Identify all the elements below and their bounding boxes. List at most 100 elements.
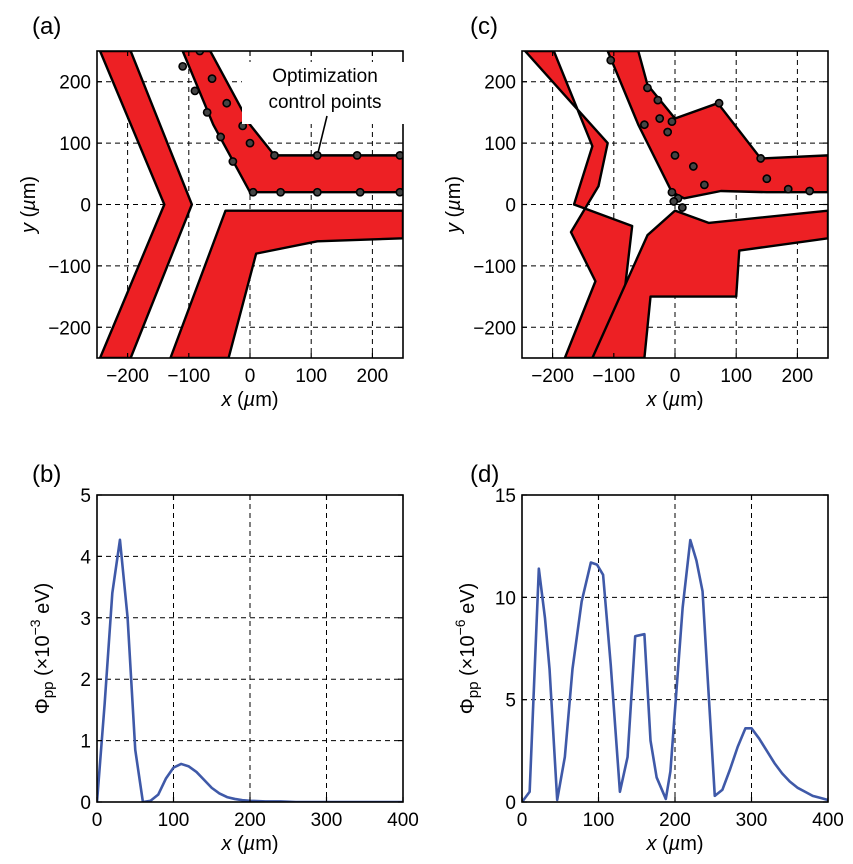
y-tick-label: 2 [80, 670, 91, 691]
y-axis-label: Φpp (×10−6 eV) [452, 583, 482, 714]
y-tick-label: −200 [48, 318, 91, 339]
y-axis-label: y (µm) [443, 176, 465, 235]
y-tick-label: 100 [484, 134, 516, 155]
y-tick-label: 200 [484, 73, 516, 94]
plot-content [522, 538, 828, 802]
x-tick-label: 300 [736, 810, 768, 831]
panel-label: (c) [470, 13, 498, 40]
electrode-shape [98, 51, 194, 358]
y-tick-label: 0 [80, 196, 91, 217]
plot-content [523, 51, 828, 358]
x-tick-label: 100 [295, 366, 327, 387]
control-point [355, 187, 365, 197]
control-point [688, 162, 698, 171]
y-tick-label: 10 [495, 588, 516, 609]
panel-c: (c) −200 −100 0 100 200 −200 −100 0 100 200 x (µm) y… [443, 13, 829, 411]
annotation-box [242, 62, 404, 124]
control-point [228, 157, 238, 166]
control-point [395, 187, 403, 197]
control-point [248, 187, 258, 197]
y-axis-label: y (µm) [18, 176, 40, 235]
y-tick-label: −100 [48, 257, 91, 278]
control-point [352, 150, 362, 160]
control-point [762, 174, 772, 184]
x-tick-label: 200 [234, 810, 266, 831]
electrode-shape [591, 209, 828, 358]
control-point [783, 184, 793, 194]
y-axis-label: Φpp (×10−3 eV) [27, 583, 57, 714]
annotation-arrow [317, 115, 328, 152]
x-tick-label: 0 [245, 366, 256, 387]
control-point [216, 132, 226, 142]
y-tick-label: 4 [80, 547, 91, 568]
y-tick-label: 0 [80, 793, 91, 814]
control-point [395, 150, 403, 160]
annotation-text: control points [268, 92, 381, 113]
x-tick-label: 0 [670, 366, 681, 387]
y-tick-label: 15 [495, 486, 516, 507]
electrode-shape [169, 209, 403, 358]
control-point [756, 154, 766, 163]
x-tick-label: 200 [659, 810, 691, 831]
control-point [276, 187, 285, 197]
x-axis-label: x (µm) [645, 389, 703, 411]
y-tick-label: 3 [80, 609, 91, 630]
x-tick-label: 0 [517, 810, 528, 831]
plot-content [97, 538, 403, 802]
series-line [522, 538, 828, 802]
y-tick-label: 1 [80, 732, 91, 753]
x-axis-label: x (µm) [220, 833, 278, 855]
y-tick-label: −100 [473, 257, 516, 278]
x-tick-label: 100 [583, 810, 615, 831]
y-tick-label: 100 [59, 134, 91, 155]
grid [97, 495, 403, 802]
control-point [677, 203, 687, 212]
panel-b: (b) 0 100 200 300 400 0 1 2 3 4 5 x (µm) Φpp (×10−3 e… [27, 461, 419, 855]
control-point [312, 187, 322, 197]
x-tick-label: −100 [167, 366, 210, 387]
x-tick-label: 200 [782, 366, 814, 387]
panel-d: (d) 0 100 200 300 400 0 5 10 15 x (µm) Φpp (×10−6 e… [452, 461, 844, 855]
control-point [663, 127, 673, 137]
control-point [670, 150, 680, 160]
panel-label: (a) [32, 13, 61, 40]
x-axis-label: x (µm) [220, 389, 278, 411]
control-point [805, 186, 815, 196]
x-tick-label: −200 [531, 366, 574, 387]
control-point [667, 187, 677, 197]
x-tick-label: −200 [106, 366, 149, 387]
control-point [312, 150, 322, 160]
control-point [667, 117, 677, 127]
y-tick-label: 0 [505, 196, 516, 217]
electrode-shape [523, 51, 634, 358]
y-tick-label: −200 [473, 318, 516, 339]
panel-label: (b) [32, 461, 61, 488]
x-tick-label: 300 [311, 810, 343, 831]
control-point [669, 197, 679, 206]
annotation: Optimization control points [242, 62, 404, 152]
control-point [207, 74, 217, 84]
x-tick-label: 400 [812, 810, 844, 831]
control-point [202, 108, 212, 117]
y-tick-label: 200 [59, 73, 91, 94]
control-point [714, 98, 724, 108]
control-point [270, 150, 279, 160]
y-tick-label: 5 [505, 691, 516, 712]
control-point [606, 55, 616, 65]
x-tick-label: 400 [387, 810, 419, 831]
x-tick-label: 0 [92, 810, 103, 831]
panel-label: (d) [470, 461, 499, 488]
control-point [643, 83, 652, 93]
x-tick-label: 100 [720, 366, 752, 387]
control-point [178, 61, 188, 71]
plot-content [98, 51, 403, 358]
electrode-shape [181, 51, 403, 194]
x-tick-label: 200 [357, 366, 389, 387]
y-tick-label: 0 [505, 793, 516, 814]
control-point [245, 138, 255, 148]
control-point [190, 86, 200, 96]
annotation-text: Optimization [272, 66, 378, 87]
y-tick-label: 5 [80, 486, 91, 507]
series-line [97, 538, 403, 802]
